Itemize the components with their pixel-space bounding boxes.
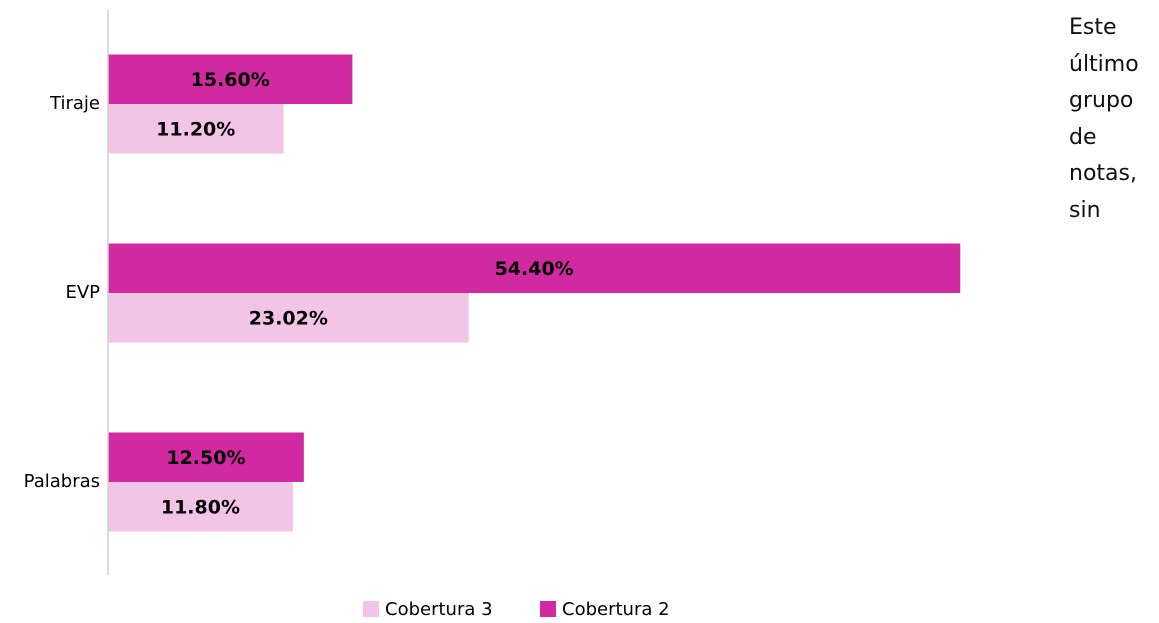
chart: Tiraje 11.20% 15.60% EVP 23.02% 54.40% Palabra… xyxy=(24,10,961,620)
side-text: Este último grupo de notas, sin xyxy=(1069,15,1139,223)
y-tick-label: Palabras xyxy=(24,471,100,492)
y-tick-label: Tiraje xyxy=(49,93,100,114)
y-tick-label: EVP xyxy=(65,282,100,303)
bar xyxy=(108,432,304,482)
data-label: 11.20% xyxy=(156,118,235,140)
legend-label: Cobertura 3 xyxy=(385,599,493,620)
data-label: 12.50% xyxy=(166,447,245,469)
legend-label: Cobertura 2 xyxy=(562,599,670,620)
data-label: 23.02% xyxy=(249,307,328,329)
data-label: 11.80% xyxy=(161,496,240,518)
data-label: 54.40% xyxy=(495,258,574,280)
bar xyxy=(108,293,469,343)
bar xyxy=(108,54,353,104)
bar xyxy=(108,104,284,154)
data-label: 15.60% xyxy=(191,69,270,91)
bar xyxy=(108,482,293,532)
legend-swatch xyxy=(363,601,379,617)
legend-swatch xyxy=(540,601,556,617)
bar xyxy=(108,243,961,293)
